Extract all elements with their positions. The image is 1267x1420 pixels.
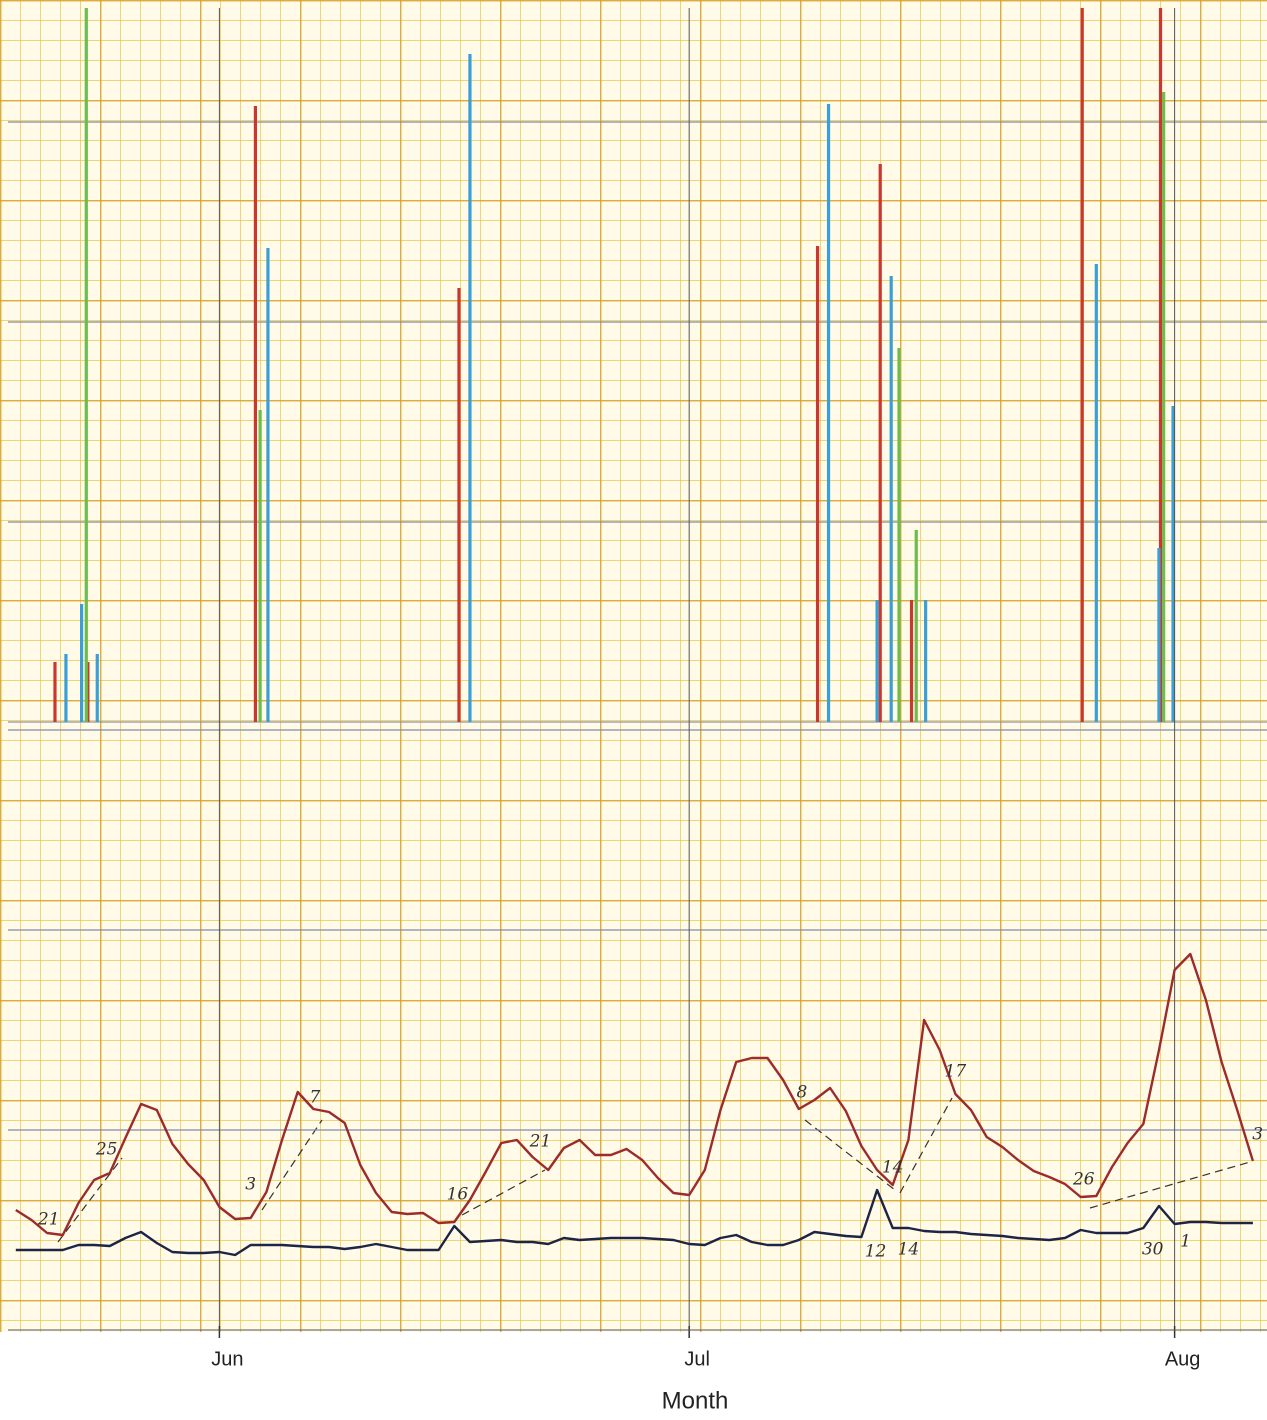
bar <box>457 288 461 722</box>
bar <box>826 104 831 722</box>
annotation: 3 <box>1252 1125 1263 1145</box>
bar <box>1157 548 1161 722</box>
annotation: 8 <box>797 1083 808 1103</box>
annotation: 25 <box>95 1140 118 1160</box>
bar <box>84 8 88 722</box>
bar <box>79 604 84 722</box>
x-axis-label: Month <box>662 1387 729 1414</box>
bar <box>1158 8 1163 722</box>
dashed-line <box>1089 1161 1251 1209</box>
bar <box>253 106 258 722</box>
line-series <box>15 1188 1253 1257</box>
annotation: 26 <box>1072 1170 1095 1190</box>
bar <box>1162 92 1166 722</box>
x-tick-label: Jul <box>684 1348 710 1370</box>
dashed-line <box>804 1119 896 1191</box>
bar <box>924 600 928 722</box>
bar <box>53 662 57 722</box>
dashed-line <box>461 1169 546 1216</box>
bar <box>889 276 893 722</box>
x-tick-label: Jun <box>211 1348 243 1370</box>
annotation: 12 <box>865 1242 887 1262</box>
dashed-line <box>899 1097 953 1194</box>
annotation: 17 <box>945 1062 967 1082</box>
bar <box>1094 264 1098 722</box>
graph-paper <box>0 0 1267 1332</box>
bar <box>95 654 99 722</box>
bar <box>468 54 472 722</box>
annotation: 7 <box>310 1088 321 1108</box>
dashed-line <box>57 1157 123 1243</box>
annotation: 14 <box>898 1240 920 1260</box>
annotation: 16 <box>447 1185 469 1205</box>
bar <box>64 654 68 722</box>
dashed-line <box>261 1119 323 1211</box>
annotation: 14 <box>882 1158 904 1178</box>
annotation: 30 <box>1142 1240 1164 1260</box>
bar <box>258 410 262 722</box>
annotation: 3 <box>245 1175 256 1195</box>
bar <box>878 164 882 722</box>
bar <box>909 600 914 722</box>
bar <box>1080 8 1084 722</box>
bar <box>875 600 879 722</box>
annotation: 21 <box>529 1132 552 1152</box>
x-tick-label: Aug <box>1165 1348 1201 1370</box>
bar <box>1171 406 1175 722</box>
line-series <box>15 952 1255 1237</box>
bar <box>815 246 820 722</box>
annotation: 21 <box>37 1210 60 1230</box>
bar <box>914 530 918 722</box>
bar <box>266 248 270 722</box>
annotation: 1 <box>1180 1232 1191 1252</box>
bar <box>897 348 901 722</box>
annotation-lines <box>57 1097 1251 1243</box>
